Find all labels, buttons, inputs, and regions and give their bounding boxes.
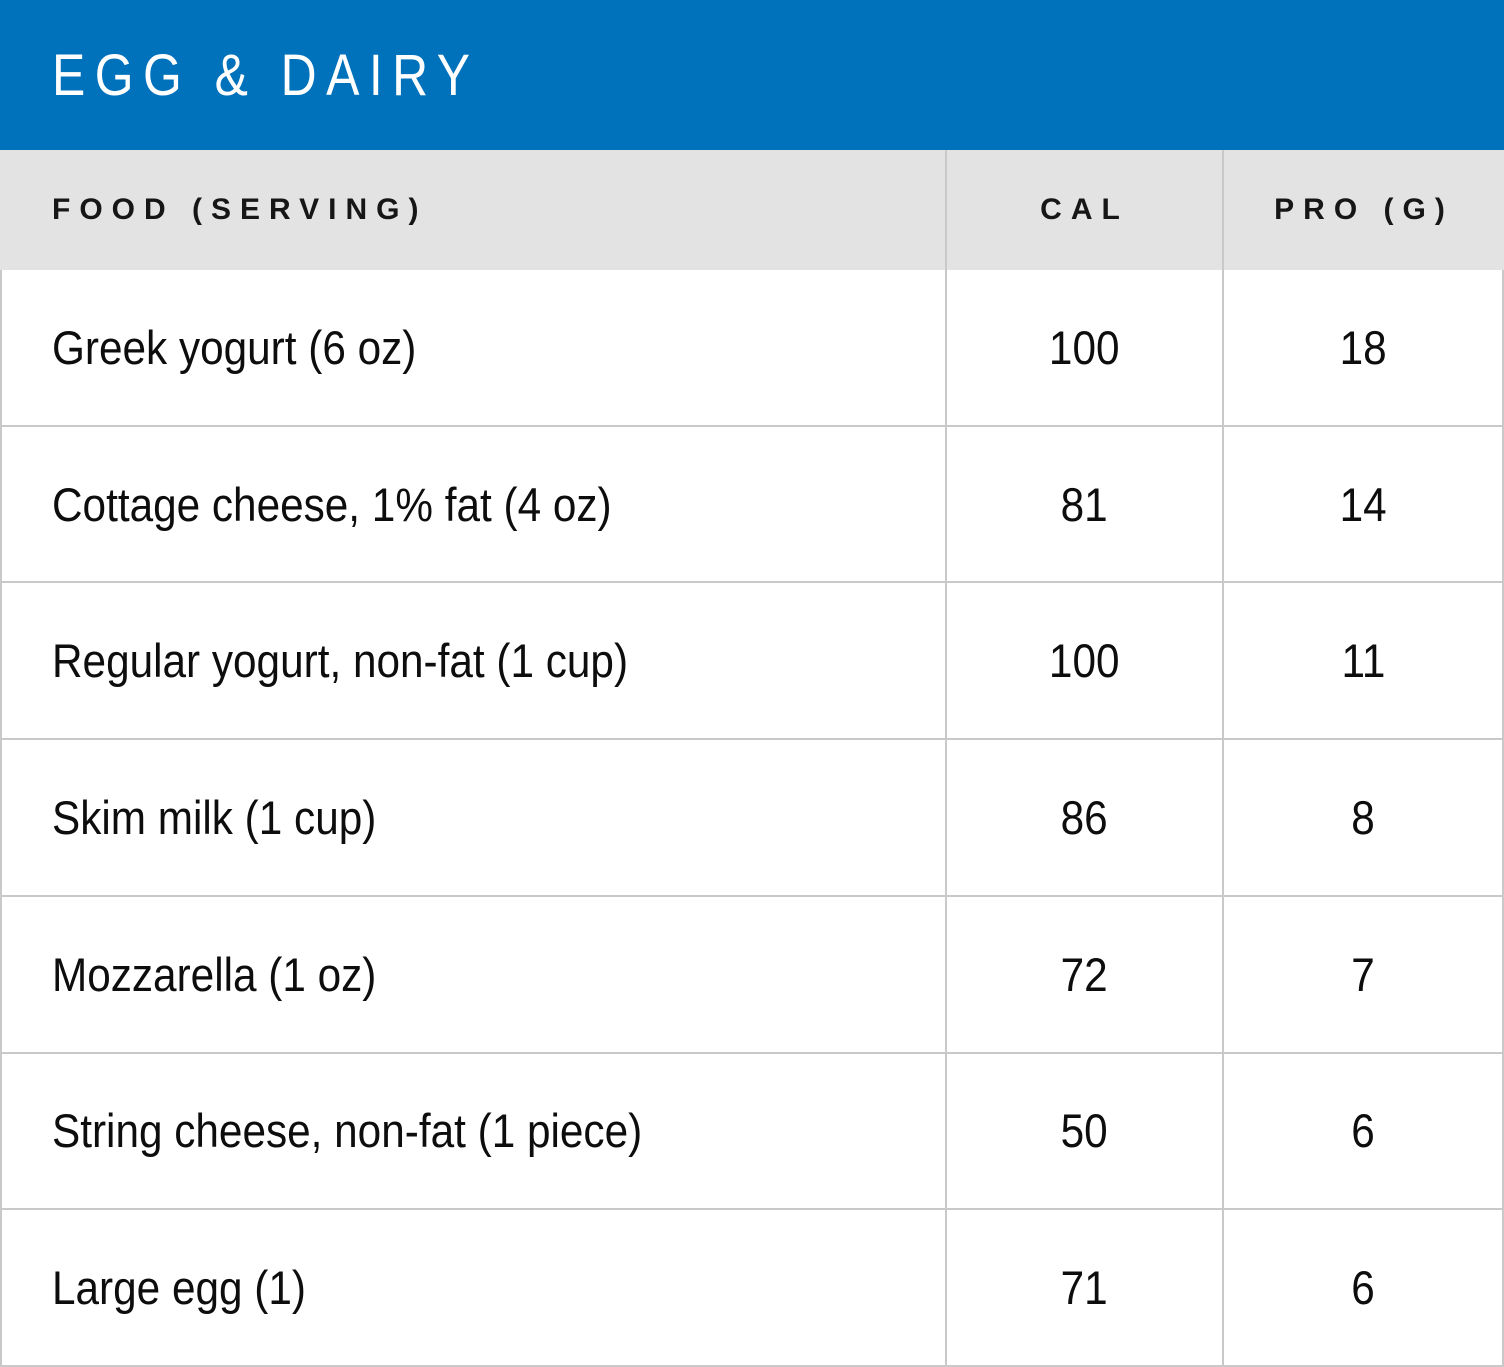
food-cell: Regular yogurt, non-fat (1 cup) <box>2 583 945 738</box>
cal-cell-text: 50 <box>1060 1104 1109 1158</box>
cal-cell-text: 81 <box>1060 477 1109 531</box>
column-header-row: FOOD (SERVING) CAL PRO (G) <box>0 150 1504 270</box>
table-row: Mozzarella (1 oz) 72 7 <box>2 896 1502 1054</box>
pro-cell: 8 <box>1222 740 1502 895</box>
pro-cell-text: 7 <box>1351 947 1375 1001</box>
pro-cell: 18 <box>1222 270 1502 425</box>
table-row: Regular yogurt, non-fat (1 cup) 100 11 <box>2 583 1502 741</box>
food-cell: Cottage cheese, 1% fat (4 oz) <box>2 427 945 582</box>
cal-cell: 71 <box>945 1210 1222 1366</box>
section-title-bar: EGG & DAIRY <box>0 0 1504 150</box>
pro-cell-text: 14 <box>1339 477 1387 531</box>
cal-cell-text: 72 <box>1060 947 1109 1001</box>
column-header-pro-label: PRO (G) <box>1274 193 1454 226</box>
table-row: Large egg (1) 71 6 <box>2 1210 1502 1367</box>
food-cell: Greek yogurt (6 oz) <box>2 270 945 425</box>
food-cell-text: String cheese, non-fat (1 piece) <box>52 1104 643 1158</box>
cal-cell: 81 <box>945 426 1222 582</box>
food-cell-text: Mozzarella (1 oz) <box>52 947 377 1001</box>
cal-cell-text: 100 <box>1049 634 1120 688</box>
pro-cell: 14 <box>1222 426 1502 582</box>
cal-cell: 100 <box>945 270 1222 425</box>
cal-cell-text: 71 <box>1060 1261 1109 1315</box>
table-row: Greek yogurt (6 oz) 100 18 <box>2 270 1502 427</box>
food-cell: Mozzarella (1 oz) <box>2 897 945 1052</box>
cal-cell-text: 100 <box>1049 320 1120 374</box>
food-cell-text: Greek yogurt (6 oz) <box>52 320 417 374</box>
column-header-cal: CAL <box>945 150 1222 270</box>
pro-cell-text: 18 <box>1339 320 1387 374</box>
table-row: String cheese, non-fat (1 piece) 50 6 <box>2 1053 1502 1211</box>
pro-cell: 11 <box>1222 583 1502 739</box>
food-cell-text: Skim milk (1 cup) <box>52 791 377 845</box>
section-title: EGG & DAIRY <box>52 42 480 108</box>
column-header-food-label: FOOD (SERVING) <box>52 193 428 226</box>
food-cell: Skim milk (1 cup) <box>2 740 945 895</box>
table-row: Skim milk (1 cup) 86 8 <box>2 740 1502 897</box>
column-header-pro: PRO (G) <box>1222 150 1504 270</box>
cal-cell: 86 <box>945 740 1222 895</box>
cal-cell: 100 <box>945 583 1222 739</box>
food-cell-text: Cottage cheese, 1% fat (4 oz) <box>52 477 612 531</box>
food-cell-text: Large egg (1) <box>52 1261 306 1315</box>
pro-cell-text: 6 <box>1351 1104 1375 1158</box>
cal-cell-text: 86 <box>1060 791 1109 845</box>
table-rows: Greek yogurt (6 oz) 100 18 Cottage chees… <box>0 270 1504 1367</box>
food-cell: Large egg (1) <box>2 1210 945 1365</box>
column-header-cal-label: CAL <box>1040 193 1129 226</box>
food-cell: String cheese, non-fat (1 piece) <box>2 1054 945 1209</box>
pro-cell-text: 6 <box>1351 1261 1375 1315</box>
food-cell-text: Regular yogurt, non-fat (1 cup) <box>52 634 629 688</box>
cal-cell: 50 <box>945 1053 1222 1209</box>
pro-cell: 6 <box>1222 1210 1502 1366</box>
pro-cell: 7 <box>1222 896 1502 1052</box>
pro-cell-text: 8 <box>1351 791 1375 845</box>
cal-cell: 72 <box>945 896 1222 1052</box>
pro-cell-text: 11 <box>1341 634 1385 688</box>
column-header-food: FOOD (SERVING) <box>0 150 945 270</box>
table-row: Cottage cheese, 1% fat (4 oz) 81 14 <box>2 426 1502 584</box>
pro-cell: 6 <box>1222 1053 1502 1209</box>
